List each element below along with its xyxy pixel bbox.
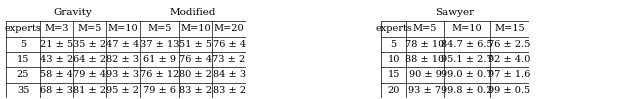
Text: 82 ± 3: 82 ± 3 <box>106 55 140 64</box>
Text: Sawyer: Sawyer <box>435 8 475 17</box>
Text: 10: 10 <box>387 55 400 64</box>
Text: Modified: Modified <box>170 8 216 17</box>
Text: 79 ± 4: 79 ± 4 <box>73 70 106 79</box>
Text: 92 ± 4.0: 92 ± 4.0 <box>488 55 531 64</box>
Text: 88 ± 10: 88 ± 10 <box>405 55 445 64</box>
Text: 61 ± 9: 61 ± 9 <box>143 55 176 64</box>
Text: 95.1 ± 2.7: 95.1 ± 2.7 <box>441 55 492 64</box>
Text: 93 ± 7: 93 ± 7 <box>408 86 442 95</box>
Text: 47 ± 4: 47 ± 4 <box>106 40 140 49</box>
Text: 15: 15 <box>387 70 400 79</box>
Text: 76 ± 2.5: 76 ± 2.5 <box>488 40 531 49</box>
Text: 81 ± 2: 81 ± 2 <box>73 86 106 95</box>
Text: M=20: M=20 <box>214 24 244 33</box>
Text: 76 ± 4: 76 ± 4 <box>212 40 246 49</box>
Text: 99.8 ± 0.2: 99.8 ± 0.2 <box>441 86 492 95</box>
Text: 99.0 ± 0.7: 99.0 ± 0.7 <box>441 70 492 79</box>
Text: 76 ± 12: 76 ± 12 <box>140 70 179 79</box>
Text: 76 ± 4: 76 ± 4 <box>179 55 212 64</box>
Text: M=3: M=3 <box>44 24 68 33</box>
Text: 73 ± 2: 73 ± 2 <box>212 55 246 64</box>
Text: 58 ± 4: 58 ± 4 <box>40 70 73 79</box>
Text: 37 ± 13: 37 ± 13 <box>140 40 179 49</box>
Text: 35 ± 2: 35 ± 2 <box>73 40 106 49</box>
Text: 79 ± 6: 79 ± 6 <box>143 86 176 95</box>
Text: 51 ± 5: 51 ± 5 <box>179 40 212 49</box>
Text: 25: 25 <box>17 70 29 79</box>
Text: 83 ± 2: 83 ± 2 <box>212 86 246 95</box>
Text: 84.7 ± 6.5: 84.7 ± 6.5 <box>441 40 492 49</box>
Text: 64 ± 2: 64 ± 2 <box>73 55 106 64</box>
Text: M=10: M=10 <box>108 24 138 33</box>
Text: 5: 5 <box>390 40 397 49</box>
Text: 5: 5 <box>20 40 26 49</box>
Text: Gravity: Gravity <box>54 8 92 17</box>
Text: 84 ± 3: 84 ± 3 <box>212 70 246 79</box>
Text: M=5: M=5 <box>77 24 102 33</box>
Text: 43 ± 2: 43 ± 2 <box>40 55 73 64</box>
Text: experts: experts <box>375 24 412 33</box>
Text: 83 ± 2: 83 ± 2 <box>179 86 212 95</box>
Text: 90 ± 9: 90 ± 9 <box>408 70 442 79</box>
Text: 93 ± 3: 93 ± 3 <box>106 70 140 79</box>
Text: M=15: M=15 <box>494 24 525 33</box>
Text: 99 ± 0.5: 99 ± 0.5 <box>488 86 531 95</box>
Text: 20: 20 <box>387 86 400 95</box>
Text: M=10: M=10 <box>180 24 211 33</box>
Text: 21 ± 5: 21 ± 5 <box>40 40 73 49</box>
Text: M=10: M=10 <box>451 24 482 33</box>
Text: M=5: M=5 <box>413 24 437 33</box>
Text: 15: 15 <box>17 55 29 64</box>
Text: M=5: M=5 <box>147 24 172 33</box>
Text: 78 ± 10: 78 ± 10 <box>405 40 445 49</box>
Text: experts: experts <box>4 24 42 33</box>
Text: 97 ± 1.6: 97 ± 1.6 <box>488 70 531 79</box>
Text: 95 ± 2: 95 ± 2 <box>106 86 140 95</box>
Text: 68 ± 3: 68 ± 3 <box>40 86 73 95</box>
Text: 80 ± 2: 80 ± 2 <box>179 70 212 79</box>
Text: 35: 35 <box>17 86 29 95</box>
